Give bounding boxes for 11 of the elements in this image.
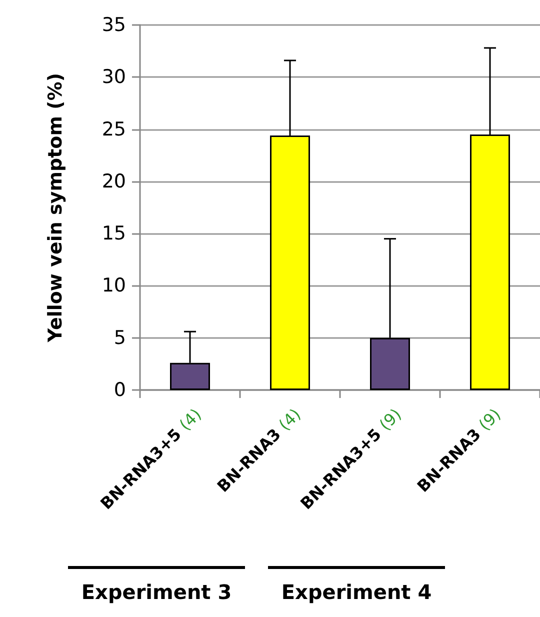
y-tick-label: 10 [102,274,126,297]
y-tick-label: 30 [102,66,126,88]
y-tick-label: 20 [102,170,126,192]
y-tick-label: 5 [114,326,126,349]
y-tick-label: 25 [102,118,126,140]
text: Experiment 4 [281,580,432,604]
y-tick-label: 0 [114,379,126,401]
y-axis-title: Yellow vein symptom (%) [44,72,66,344]
y-tick-label: 35 [102,14,126,36]
text: Experiment 3 [81,580,232,604]
y-tick-label: 15 [102,222,126,245]
